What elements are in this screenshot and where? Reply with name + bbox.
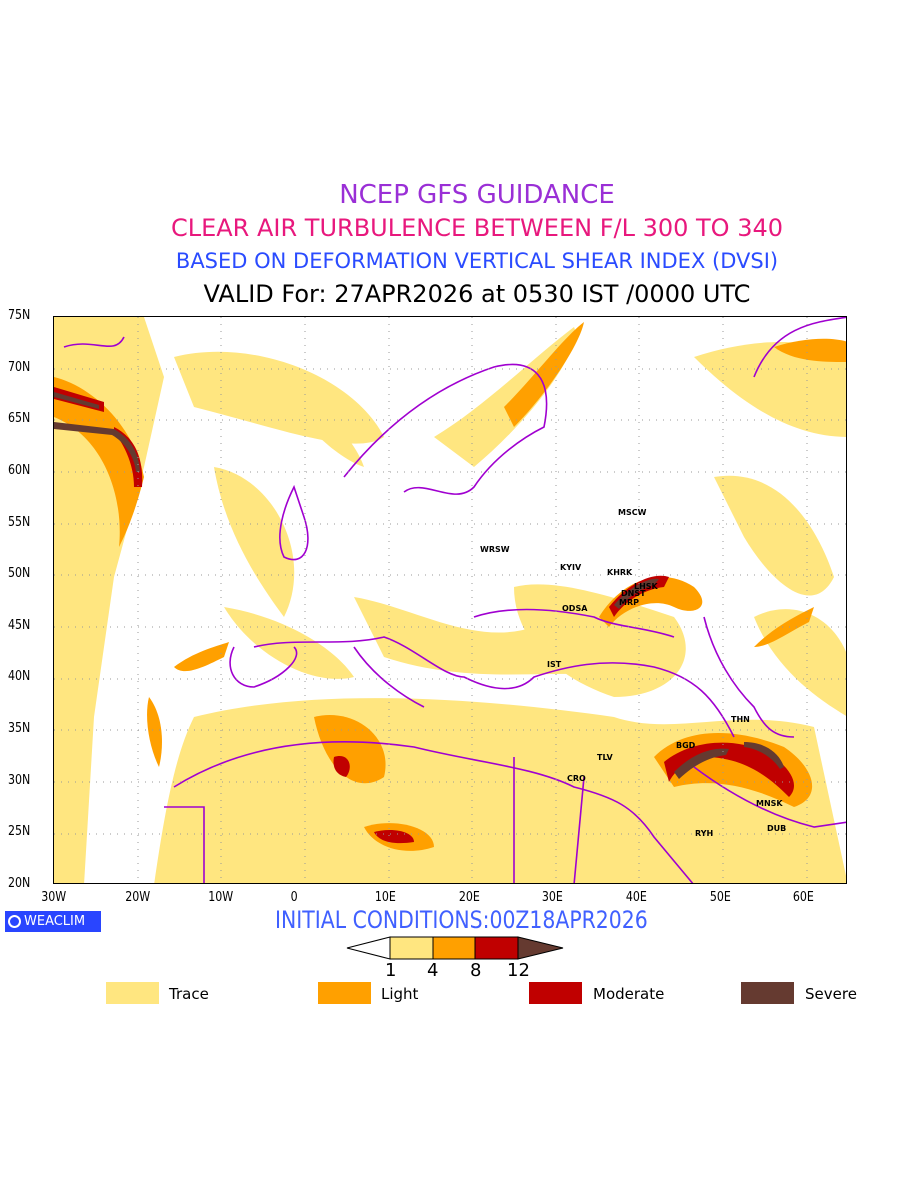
legend-label-light: Light [381, 985, 419, 1003]
legend-swatch-trace [106, 982, 159, 1004]
longitude-tick-label: 10W [208, 890, 234, 905]
city-label: IST [547, 660, 562, 669]
latitude-tick-label: 40N [7, 669, 31, 685]
longitude-tick-label: 10E [375, 890, 397, 905]
city-label: MRP [619, 598, 639, 607]
latitude-tick-label: 45N [7, 617, 31, 633]
copyright-icon [8, 915, 21, 928]
latitude-tick-label: 50N [7, 566, 31, 582]
legend-swatch-light [318, 982, 371, 1004]
map-panel: MSCW WRSW KYIV KHRK LHSK DNST MRP ODSA I… [53, 316, 847, 884]
city-label: THN [731, 715, 750, 724]
latitude-tick-label: 70N [7, 359, 31, 375]
coastlines-borders [63, 317, 846, 883]
longitude-tick-label: 40E [625, 890, 647, 905]
initial-conditions: INITIAL CONDITIONS:00Z18APR2026 [275, 906, 648, 934]
latitude-tick-label: 35N [7, 721, 31, 737]
latitude-tick-label: 30N [7, 772, 31, 788]
legend-swatch-severe [741, 982, 794, 1004]
city-label: LHSK [634, 582, 658, 591]
city-label: BGD [676, 741, 696, 750]
latitude-tick-label: 55N [7, 514, 31, 530]
city-label: DUB [767, 824, 787, 833]
colorbar-moderate [474, 936, 519, 960]
colorbar-tick: 1 [385, 960, 397, 981]
colorbar-tick: 12 [507, 960, 530, 981]
city-label: DNST [621, 589, 646, 598]
colorbar-tick: 8 [470, 960, 482, 981]
legend-label-moderate: Moderate [593, 985, 665, 1003]
colorbar-severe-arrow [517, 936, 564, 960]
city-label: CRO [567, 774, 586, 783]
map-svg [54, 317, 846, 883]
colorbar-trace [389, 936, 434, 960]
colorbar [346, 936, 564, 960]
latitude-tick-label: 65N [7, 411, 31, 427]
longitude-tick-label: 50E [709, 890, 731, 905]
latitude-tick-label: 20N [7, 876, 31, 891]
brand-name: WEACLIM [24, 914, 86, 929]
colorbar-under-arrow [346, 936, 391, 960]
city-label: MSCW [618, 508, 647, 517]
latitude-tick-label: 75N [7, 308, 31, 323]
colorbar-tick: 4 [427, 960, 439, 981]
valid-time: VALID For: 27APR2026 at 0530 IST /0000 U… [203, 280, 751, 308]
latitude-tick-label: 60N [7, 462, 31, 478]
title-line-1: NCEP GFS GUIDANCE [339, 180, 615, 210]
weaclim-logo: WEACLIM [5, 911, 101, 932]
city-label: KYIV [560, 563, 582, 572]
city-label: MNSK [756, 799, 783, 808]
city-label: RYH [695, 829, 714, 838]
longitude-tick-label: 20W [124, 890, 150, 905]
title-line-3: BASED ON DEFORMATION VERTICAL SHEAR INDE… [175, 249, 779, 273]
longitude-tick-label: 60E [793, 890, 815, 905]
legend-swatch-moderate [529, 982, 582, 1004]
trace-areas [54, 317, 846, 883]
city-label: ODSA [562, 604, 588, 613]
city-label: WRSW [480, 545, 510, 554]
legend-label-trace: Trace [169, 985, 209, 1003]
longitude-tick-label: 0 [290, 890, 298, 905]
city-label: KHRK [607, 568, 633, 577]
city-label: TLV [597, 753, 613, 762]
longitude-tick-label: 20E [458, 890, 480, 905]
title-line-2: CLEAR AIR TURBULENCE BETWEEN F/L 300 TO … [170, 214, 784, 242]
legend-label-severe: Severe [805, 985, 857, 1003]
colorbar-light [432, 936, 476, 960]
longitude-tick-label: 30W [41, 890, 67, 905]
longitude-tick-label: 30E [542, 890, 564, 905]
latitude-tick-label: 25N [7, 824, 31, 840]
severe-areas [54, 392, 784, 779]
